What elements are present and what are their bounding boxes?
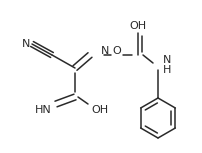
Text: O: O: [113, 46, 121, 56]
Text: N: N: [163, 55, 171, 65]
Text: OH: OH: [92, 105, 108, 115]
Text: N: N: [22, 39, 30, 49]
Text: HN: HN: [35, 105, 51, 115]
Text: OH: OH: [129, 21, 147, 31]
Text: H: H: [163, 65, 171, 75]
Text: N: N: [101, 46, 109, 56]
